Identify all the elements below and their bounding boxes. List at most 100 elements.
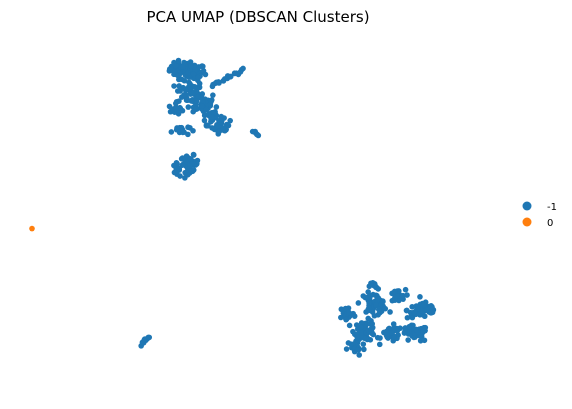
series-neg1-point-655 (227, 73, 234, 80)
legend-label-neg1: -1 (547, 202, 557, 213)
series-neg1-point-550 (373, 302, 379, 308)
series-neg1-point-371 (411, 309, 417, 316)
series-neg1-point-554 (363, 309, 369, 315)
series-neg1-point-181 (201, 117, 208, 124)
series-neg1-point-166 (207, 101, 214, 108)
series-neg1-point-571 (402, 286, 409, 293)
series-neg1-point-639 (343, 316, 349, 323)
series-neg1-point-222 (185, 124, 191, 131)
series-neg1-point-214 (174, 109, 181, 115)
series-neg1-point-116 (181, 92, 187, 98)
series-neg1-point-604 (356, 352, 363, 358)
series-neg1-point-553 (370, 291, 376, 298)
series-neg1-point-444 (376, 341, 383, 348)
series-neg1-point-551 (375, 296, 381, 302)
series-neg1-point-367 (417, 294, 423, 300)
series-neg1-point-469 (353, 322, 360, 328)
series-neg1-point-451 (402, 328, 408, 335)
series-neg1-point-253 (216, 128, 223, 135)
series-neg1-point-109 (182, 87, 189, 93)
series-neg1-point-635 (338, 314, 344, 321)
series-neg1-point-622 (355, 347, 362, 353)
series-neg1-point-465 (346, 322, 353, 329)
series-0-point-681 (29, 225, 35, 232)
series-neg1-point-35 (172, 69, 178, 75)
series-neg1-point-72 (187, 59, 194, 65)
series-neg1-point-528 (355, 300, 362, 306)
series-neg1-point-36 (166, 66, 173, 72)
series-neg1-point-38 (171, 59, 177, 66)
series-neg1-point-377 (415, 304, 421, 311)
series-neg1-point-25 (175, 57, 182, 64)
series-neg1-point-126 (196, 80, 203, 87)
series-neg1-point-560 (380, 298, 386, 305)
series-neg1-point-306 (188, 168, 194, 174)
series-neg1-point-452 (383, 331, 390, 338)
series-neg1-point-436 (390, 321, 397, 327)
legend-entry-neg1: -1 (522, 201, 557, 213)
series-neg1-point-562 (366, 300, 372, 306)
legend-marker-neg1 (522, 201, 532, 211)
series-neg1-point-375 (421, 313, 428, 320)
series-neg1-point-369 (428, 309, 435, 316)
series-neg1-point-213 (173, 104, 179, 111)
series-neg1-point-598 (343, 346, 350, 352)
series-neg1-point-160 (188, 98, 195, 104)
series-neg1-point-531 (387, 309, 393, 315)
series-neg1-point-249 (225, 122, 232, 129)
series-neg1-point-315 (176, 165, 183, 172)
series-neg1-point-618 (348, 341, 354, 347)
series-neg1-point-555 (382, 305, 389, 312)
series-neg1-point-101 (187, 81, 193, 87)
series-neg1-point-400 (405, 337, 411, 343)
series-neg1-point-257 (209, 125, 215, 131)
legend: -1 0 (522, 201, 557, 229)
series-neg1-point-78 (188, 63, 194, 69)
series-neg1-point-490 (365, 315, 372, 322)
series-neg1-point-641 (351, 313, 358, 319)
series-neg1-point-223 (190, 127, 196, 134)
series-neg1-point-237 (227, 117, 233, 124)
series-neg1-point-557 (375, 306, 382, 313)
series-neg1-point-559 (360, 293, 367, 299)
series-neg1-point-561 (375, 312, 381, 318)
series-neg1-point-122 (171, 83, 177, 89)
series-neg1-point-159 (185, 104, 192, 110)
series-neg1-point-221 (185, 131, 191, 138)
series-neg1-point-346 (409, 303, 415, 310)
series-neg1-point-127 (191, 84, 198, 90)
series-neg1-point-98 (178, 76, 185, 83)
series-neg1-point-194 (213, 104, 220, 110)
series-neg1-point-314 (177, 173, 183, 179)
series-neg1-point-287 (190, 152, 197, 158)
series-neg1-point-111 (176, 83, 182, 89)
series-neg1-point-219 (168, 129, 175, 135)
series-neg1-point-662 (240, 65, 246, 72)
series-neg1-point-411 (420, 329, 426, 336)
chart-title: PCA UMAP (DBSCAN Clusters) (146, 8, 369, 26)
series-neg1-point-614 (361, 346, 367, 353)
data-points (29, 57, 437, 358)
series-neg1-point-596 (375, 286, 382, 292)
series-neg1-point-255 (217, 118, 223, 125)
series-neg1-point-231 (173, 126, 180, 133)
series-neg1-point-161 (203, 106, 210, 113)
series-neg1-point-316 (171, 169, 178, 176)
series-neg1-point-412 (406, 328, 412, 335)
series-neg1-point-74 (195, 74, 202, 81)
series-neg1-point-376 (419, 308, 426, 314)
series-neg1-point-76 (185, 70, 191, 76)
series-neg1-point-199 (205, 111, 212, 117)
series-neg1-point-584 (400, 292, 406, 299)
series-neg1-point-359 (403, 307, 410, 314)
series-neg1-point-416 (413, 326, 419, 333)
series-neg1-point-450 (388, 330, 395, 336)
series-neg1-point-413 (421, 324, 427, 331)
series-neg1-point-53 (180, 64, 186, 70)
series-neg1-point-417 (406, 323, 413, 330)
series-neg1-point-680 (146, 334, 153, 341)
series-neg1-point-414 (421, 337, 428, 344)
series-neg1-point-642 (346, 309, 352, 316)
series-neg1-point-304 (187, 156, 194, 162)
